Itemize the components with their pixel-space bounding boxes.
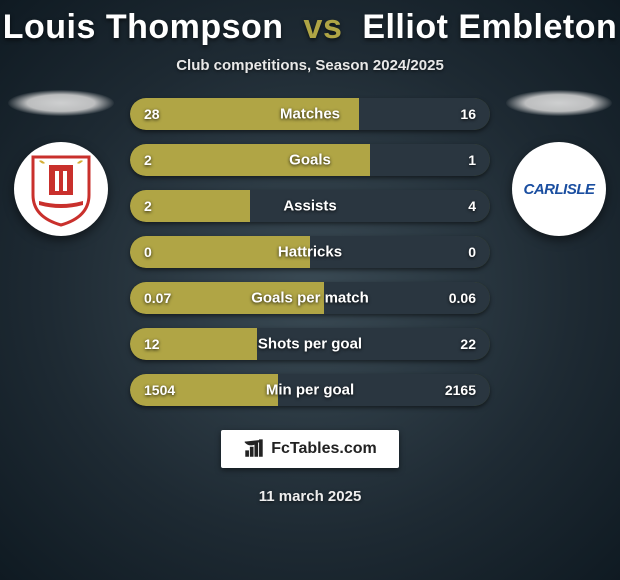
player1-name: Louis Thompson bbox=[3, 8, 284, 46]
stat-value-right: 4 bbox=[468, 198, 476, 214]
stat-value-right: 0.06 bbox=[449, 290, 476, 306]
stat-value-right: 1 bbox=[468, 152, 476, 168]
stat-value-right: 16 bbox=[460, 106, 476, 122]
stat-label: Matches bbox=[130, 106, 490, 123]
club-logo-right: CARLISLE bbox=[512, 142, 606, 236]
club-left bbox=[6, 90, 116, 236]
stat-value-right: 0 bbox=[468, 244, 476, 260]
date-text: 11 march 2025 bbox=[0, 488, 620, 505]
stat-label: Goals bbox=[130, 152, 490, 169]
player2-name: Elliot Embleton bbox=[362, 8, 617, 46]
club-right: CARLISLE bbox=[504, 90, 614, 236]
vs-text: vs bbox=[304, 8, 343, 46]
stat-value-left: 12 bbox=[144, 336, 160, 352]
stat-label: Hattricks bbox=[130, 244, 490, 261]
stat-bars: Matches2816Goals21Assists24Hattricks00Go… bbox=[130, 98, 490, 406]
stevenage-crest-icon bbox=[29, 151, 93, 227]
stat-label: Shots per goal bbox=[130, 336, 490, 353]
stat-value-left: 0.07 bbox=[144, 290, 171, 306]
shadow-ellipse-icon bbox=[506, 90, 612, 116]
stat-value-right: 2165 bbox=[445, 382, 476, 398]
fctables-logo: FcTables.com bbox=[221, 430, 399, 468]
subtitle: Club competitions, Season 2024/2025 bbox=[0, 57, 620, 74]
stat-row: Goals2 1 bbox=[130, 144, 490, 176]
stat-label: Min per goal bbox=[130, 382, 490, 399]
stat-row: Hattricks0 0 bbox=[130, 236, 490, 268]
fctables-chart-icon bbox=[243, 438, 265, 460]
stat-row: Goals per match0.07 0.06 bbox=[130, 282, 490, 314]
stat-value-left: 1504 bbox=[144, 382, 175, 398]
stat-row: Assists2 4 bbox=[130, 190, 490, 222]
club-logo-left bbox=[14, 142, 108, 236]
stat-value-left: 2 bbox=[144, 152, 152, 168]
shadow-ellipse-icon bbox=[8, 90, 114, 116]
fctables-text: FcTables.com bbox=[271, 440, 377, 458]
stat-label: Assists bbox=[130, 198, 490, 215]
carlisle-wordmark-icon: CARLISLE bbox=[524, 181, 595, 198]
stat-row: Shots per goal12 22 bbox=[130, 328, 490, 360]
stat-value-left: 0 bbox=[144, 244, 152, 260]
stat-value-left: 2 bbox=[144, 198, 152, 214]
chart-area: CARLISLE Matches2816Goals21Assists24Hatt… bbox=[0, 98, 620, 406]
comparison-title: Louis Thompson vs Elliot Embleton bbox=[0, 0, 620, 47]
stat-row: Min per goal1504 2165 bbox=[130, 374, 490, 406]
stat-row: Matches28 16 bbox=[130, 98, 490, 130]
stat-value-right: 22 bbox=[460, 336, 476, 352]
stat-label: Goals per match bbox=[130, 290, 490, 307]
stat-value-left: 28 bbox=[144, 106, 160, 122]
